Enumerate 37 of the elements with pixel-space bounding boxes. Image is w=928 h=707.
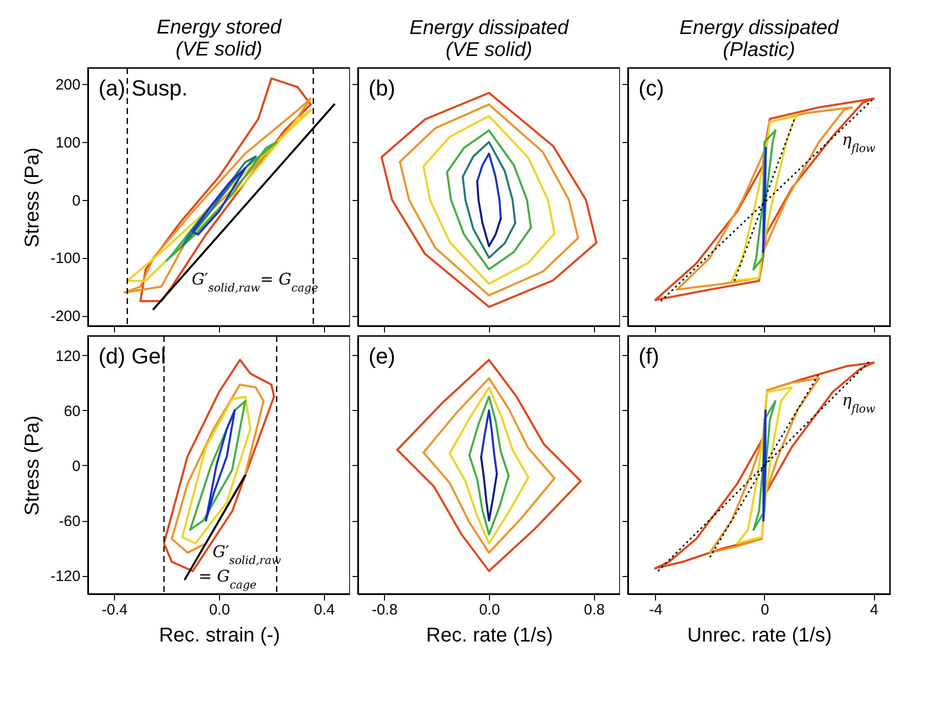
x-tick-label: 0.4 <box>314 602 335 618</box>
annotation: G′$_{solid,raw}$ <box>212 542 282 567</box>
y-tick-label: -100 <box>50 250 80 268</box>
annotation: η$_{flow}$ <box>842 390 876 415</box>
x-tick-label: -4 <box>649 602 662 618</box>
y-tick-label: 0 <box>72 192 80 210</box>
y-tick-label: -60 <box>58 513 80 530</box>
x-tick-label: -0.4 <box>102 602 128 618</box>
x-tick-label: 0.8 <box>584 602 605 618</box>
x-tick-label: 0.0 <box>479 602 500 618</box>
y-tick-label: 60 <box>64 402 80 420</box>
y-tick-label: -120 <box>50 568 80 586</box>
chart-title: Energy dissipated (VE solid) <box>410 17 570 61</box>
y-tick-label: 200 <box>55 76 80 94</box>
annotation: (c) <box>638 76 664 101</box>
chart-title: Energy dissipated (Plastic) <box>680 17 840 61</box>
annotation: G′$_{solid,raw}$= G$_{cage}$ <box>192 270 318 294</box>
y-tick-label: 100 <box>55 134 80 152</box>
x-tick-label: 4 <box>870 602 878 618</box>
chart-title: Energy stored (VE solid) <box>156 16 282 60</box>
y-tick-label: 120 <box>55 348 80 365</box>
annotation: = G$_{cage}$ <box>198 566 257 592</box>
x-axis-title: Unrec. rate (1/s) <box>687 624 832 646</box>
x-axis-title: Rec. rate (1/s) <box>426 624 553 646</box>
x-tick-label: -0.8 <box>372 602 398 618</box>
annotation: (a) Susp. <box>98 76 188 101</box>
x-tick-label: 0 <box>760 602 770 618</box>
y-tick-label: -200 <box>50 308 80 326</box>
annotation: (b) <box>368 76 396 101</box>
annotation: η$_{flow}$ <box>842 130 876 155</box>
annotation: (f) <box>638 344 660 369</box>
y-axis-title: Stress (Pa) <box>21 415 44 516</box>
y-tick-label: 0 <box>72 458 80 475</box>
annotation: (e) <box>368 344 396 369</box>
x-tick-label: 0.0 <box>209 602 230 618</box>
y-axis-title: Stress (Pa) <box>21 147 44 248</box>
x-axis-title: Rec. strain (-) <box>158 624 280 646</box>
